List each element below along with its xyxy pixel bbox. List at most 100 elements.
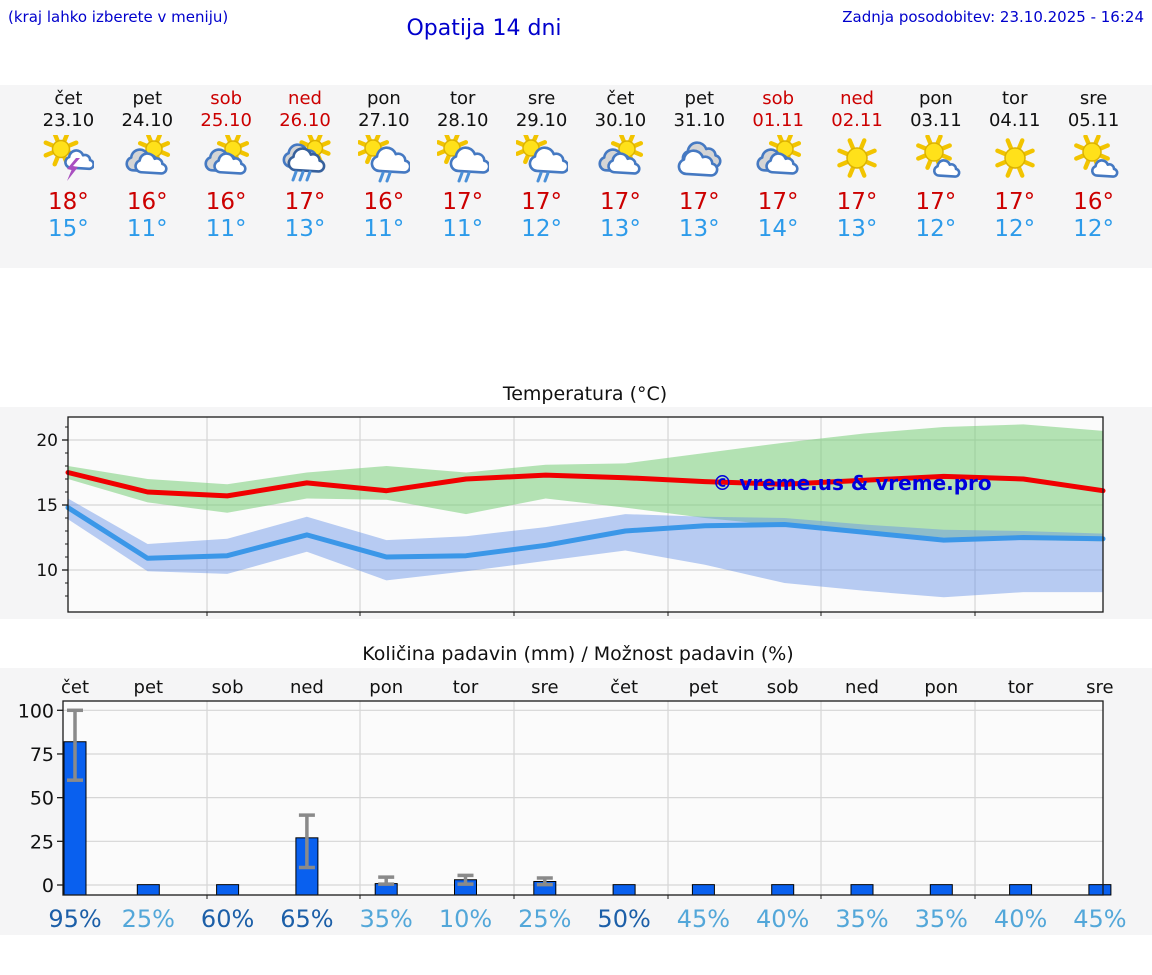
day-name: ned (840, 88, 874, 109)
weather-icon-sunny (818, 134, 897, 186)
weather-icon-partlysmall (1054, 134, 1133, 186)
precip-bar (1009, 884, 1033, 896)
day-column-2: pet 24.10 16° 11° (108, 88, 187, 243)
day-name: tor (1002, 88, 1028, 109)
precipitation-chart: 0 25 50 75 100 čet pet sob ned pon tor sre čet pet sob… (18, 677, 1127, 933)
high-temp: 17° (521, 189, 562, 215)
high-temp: 18° (48, 189, 89, 215)
precip-day-label: tor (1008, 677, 1034, 698)
temp-ytick-label: 10 (36, 561, 58, 581)
day-column-6: tor 28.10 17° 11° (423, 88, 502, 243)
precip-bar (216, 884, 240, 896)
high-temp: 17° (600, 189, 641, 215)
day-column-11: ned 02.11 17° 13° (818, 88, 897, 243)
low-temp: 14° (757, 216, 799, 242)
precip-probability-label: 50% (597, 905, 650, 933)
high-temp: 16° (205, 189, 247, 215)
day-name: čet (54, 88, 83, 109)
precip-ytick-label: 25 (30, 831, 54, 853)
day-name: sre (527, 88, 556, 109)
day-date: 29.10 (515, 110, 568, 131)
high-temp: 16° (1073, 189, 1114, 215)
precip-day-label: čet (610, 677, 638, 698)
day-column-1: čet 23.10 18° 15° (29, 88, 108, 243)
day-column-9: pet 31.10 17° 13° (660, 88, 739, 243)
page-title: Opatija 14 dni (406, 16, 562, 41)
day-date: 24.10 (121, 110, 174, 131)
precip-ytick-label: 0 (42, 875, 54, 897)
forecast-strip: čet 23.10 18° 15° pet 24.10 16° 11° sob 25.10 16° 1… (0, 85, 1152, 268)
day-name: čet (606, 88, 635, 109)
day-name: sre (1079, 88, 1108, 109)
precip-probability-label: 40% (756, 905, 809, 933)
watermark-text: © vreme.us & vreme.pro (712, 471, 991, 495)
temp-ytick-label: 20 (36, 431, 58, 451)
day-column-12: pon 03.11 17° 12° (896, 88, 975, 243)
day-date: 05.11 (1067, 110, 1120, 131)
precip-bar (929, 884, 953, 896)
high-temp: 16° (126, 189, 168, 215)
weather-icon-rain2 (344, 134, 423, 186)
precip-probability-label: 60% (201, 905, 254, 933)
precip-day-label: pon (924, 677, 958, 698)
weather-icon-partly (187, 134, 266, 186)
day-name: sob (210, 88, 243, 109)
precip-probability-label: 25% (122, 905, 175, 933)
high-temp: 17° (915, 189, 957, 215)
day-column-14: sre 05.11 16° 12° (1054, 88, 1133, 243)
precipitation-chart-title: Količina padavin (mm) / Možnost padavin … (362, 643, 794, 665)
precip-probability-label: 40% (994, 905, 1047, 933)
day-date: 23.10 (42, 110, 95, 131)
low-temp: 11° (205, 216, 247, 242)
precip-day-label: sre (1086, 677, 1113, 698)
precip-bar (771, 884, 795, 896)
day-date: 27.10 (358, 110, 410, 131)
precip-probability-label: 35% (915, 905, 968, 933)
temperature-chart-area: © vreme.us & vreme.pro 10 15 20 (0, 407, 1152, 619)
high-temp: 17° (836, 189, 878, 215)
weather-icon-cloudy (660, 134, 739, 186)
day-date: 02.11 (831, 110, 883, 131)
low-temp: 11° (442, 216, 484, 242)
low-temp: 15° (48, 216, 89, 242)
high-temp: 17° (757, 189, 799, 215)
precip-probability-label: 45% (677, 905, 730, 933)
precip-day-label: sob (767, 677, 799, 698)
temperature-chart: © vreme.us & vreme.pro 10 15 20 (36, 416, 1106, 616)
last-updated-text: Zadnja posodobitev: 23.10.2025 - 16:24 (842, 8, 1144, 26)
high-temp: 17° (442, 189, 484, 215)
low-temp: 13° (600, 216, 641, 242)
precip-day-label: ned (845, 677, 879, 698)
low-temp: 12° (521, 216, 562, 242)
weather-icon-partlysmall (896, 134, 975, 186)
precip-ytick-label: 50 (30, 788, 54, 810)
precip-probability-label: 45% (1073, 905, 1126, 933)
day-column-5: pon 27.10 16° 11° (344, 88, 423, 243)
low-temp: 12° (994, 216, 1036, 242)
temp-ytick-label: 15 (36, 496, 58, 516)
day-name: pon (918, 88, 953, 109)
day-column-7: sre 29.10 17° 12° (502, 88, 581, 243)
precip-ytick-label: 100 (18, 700, 54, 722)
weather-icon-partly (108, 134, 187, 186)
day-date: 25.10 (200, 110, 252, 131)
day-date: 31.10 (673, 110, 726, 131)
weather-icon-partly (581, 134, 660, 186)
precip-day-label: tor (453, 677, 479, 698)
high-temp: 17° (678, 189, 720, 215)
day-column-13: tor 04.11 17° 12° (975, 88, 1054, 243)
precipitation-chart-area: 0 25 50 75 100 čet pet sob ned pon tor sre čet pet sob… (0, 668, 1152, 935)
day-column-8: čet 30.10 17° 13° (581, 88, 660, 243)
day-date: 04.11 (988, 110, 1041, 131)
weather-icon-rain2 (502, 134, 581, 186)
weather-icon-rain2 (423, 134, 502, 186)
precip-probability-label: 10% (439, 905, 492, 933)
precip-probability-label: 35% (835, 905, 888, 933)
location-hint-text: (kraj lahko izberete v meniju) (8, 8, 229, 26)
low-temp: 13° (284, 216, 326, 242)
precip-probability-label: 65% (280, 905, 333, 933)
high-temp: 17° (284, 189, 326, 215)
precip-bar (691, 884, 715, 896)
weather-icon-rain3 (266, 134, 345, 186)
